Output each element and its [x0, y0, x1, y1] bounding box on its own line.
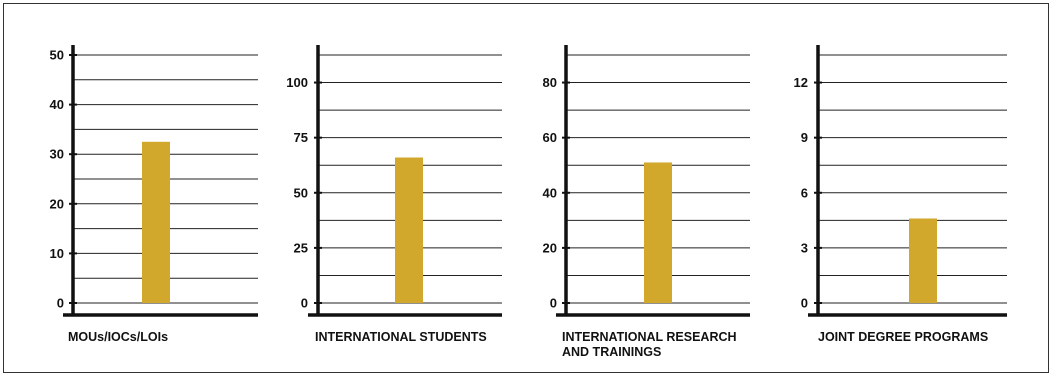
y-tick-label: 0	[801, 296, 808, 311]
y-tick-label: 20	[50, 196, 64, 211]
chart-2: 0 25 50 75 100 INTERNATIONAL STUDENTS	[286, 45, 502, 344]
chart-label-line: INTERNATIONAL STUDENTS	[315, 330, 487, 344]
bar	[142, 141, 170, 303]
y-tick-label: 25	[294, 240, 308, 255]
y-tick-label: 0	[57, 296, 64, 311]
chart-4: 0 3 6 9 12 JOINT DEGREE PROGRAMS	[794, 45, 1007, 344]
bar	[909, 218, 937, 303]
chart-3: 0 20 40 60 80 INTERNATIONAL RESEARCH AND TRAIN…	[543, 45, 750, 359]
y-tick-label: 40	[543, 185, 557, 200]
y-tick-label: 0	[301, 296, 308, 311]
chart-label-line: MOUs/IOCs/LOIs	[68, 330, 168, 344]
y-tick-label: 6	[801, 185, 808, 200]
bar	[395, 157, 423, 303]
y-tick-label: 9	[801, 130, 808, 145]
y-tick-label: 0	[550, 296, 557, 311]
chart-label-line: AND TRAININGS	[562, 345, 661, 359]
y-tick-label: 40	[50, 97, 64, 112]
y-tick-label: 20	[543, 240, 557, 255]
y-tick-label: 50	[294, 185, 308, 200]
chart-label: MOUs/IOCs/LOIs	[68, 330, 168, 344]
y-tick-label: 100	[286, 75, 308, 90]
y-tick-label: 12	[794, 75, 808, 90]
y-tick-label: 30	[50, 147, 64, 162]
y-tick-label: 3	[801, 240, 808, 255]
chart-label: JOINT DEGREE PROGRAMS	[818, 330, 988, 344]
y-tick-label: 80	[543, 75, 557, 90]
y-tick-label: 10	[50, 246, 64, 261]
y-tick-label: 75	[294, 130, 308, 145]
chart-label-line: INTERNATIONAL RESEARCH	[562, 330, 737, 344]
chart-label-line: JOINT DEGREE PROGRAMS	[818, 330, 988, 344]
chart-label: INTERNATIONAL RESEARCH AND TRAININGS	[562, 330, 737, 359]
bar	[644, 162, 672, 303]
chart-label: INTERNATIONAL STUDENTS	[315, 330, 487, 344]
chart-frame	[3, 3, 1049, 373]
y-tick-label: 50	[50, 48, 64, 63]
chart-1: 0 10 20 30 40 50 MOUs/IOCs/LOIs	[50, 45, 258, 344]
y-tick-label: 60	[543, 130, 557, 145]
